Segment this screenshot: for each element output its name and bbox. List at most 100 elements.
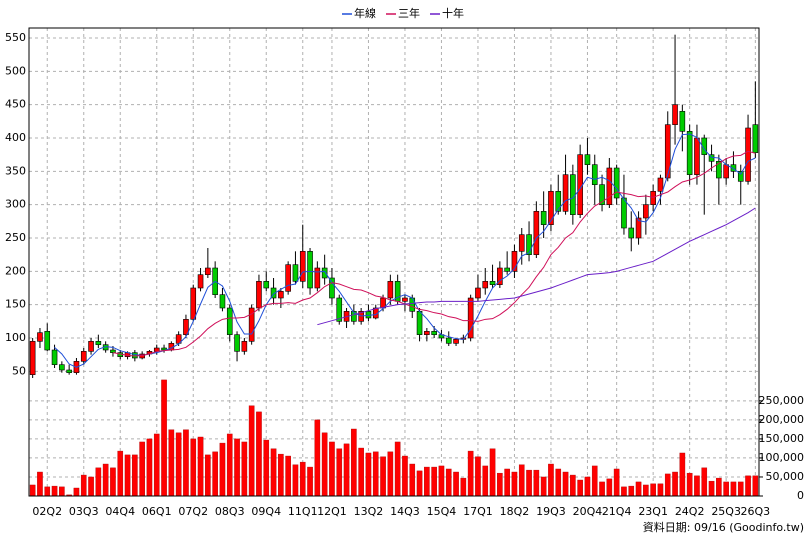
x-tick-label: 14Q3 xyxy=(390,505,420,518)
y-tick-label: 50 xyxy=(12,364,26,377)
volume-bar xyxy=(183,429,189,497)
candle-body xyxy=(650,191,656,205)
volume-bar xyxy=(555,468,562,497)
volume-bar xyxy=(467,450,474,497)
volume-bar xyxy=(745,475,751,497)
volume-bar xyxy=(212,451,218,497)
ma-line xyxy=(54,133,756,368)
volume-bar xyxy=(445,468,452,497)
candle-body xyxy=(606,167,613,205)
candle-body xyxy=(351,311,357,322)
y2-tick-label: 100,000 xyxy=(759,451,805,464)
candle-body xyxy=(416,311,423,335)
candle-body xyxy=(44,331,51,351)
x-tick-label: 13Q2 xyxy=(354,505,384,518)
candle-body xyxy=(555,191,562,212)
volume-bar xyxy=(416,470,423,497)
x-tick-label: 19Q3 xyxy=(536,505,566,518)
volume-bar xyxy=(197,436,204,497)
volume-bar xyxy=(672,471,678,497)
candle-body xyxy=(292,264,299,282)
candle-body xyxy=(570,174,576,215)
candle-body xyxy=(679,111,686,132)
candle-body xyxy=(285,264,291,292)
y-tick-label: 100 xyxy=(5,331,26,344)
plot-frame xyxy=(28,27,760,497)
volume-bar xyxy=(533,469,540,497)
volume-bar xyxy=(44,486,51,497)
volume-bar xyxy=(124,454,131,497)
volume-bar xyxy=(285,455,291,497)
volume-bar xyxy=(643,484,649,497)
volume-bar xyxy=(321,432,328,497)
candle-body xyxy=(584,154,591,165)
x-tick-label: 03Q3 xyxy=(69,505,99,518)
candle-body xyxy=(387,281,394,299)
volume-bar xyxy=(343,443,350,497)
candle-body xyxy=(613,167,620,199)
volume-bar xyxy=(504,468,510,497)
volume-bar xyxy=(548,463,554,497)
volume-bar xyxy=(475,456,481,497)
candle-body xyxy=(402,297,408,302)
x-tick-label: 21Q4 xyxy=(602,505,632,518)
volume-bar xyxy=(219,442,226,497)
volume-bar xyxy=(299,461,306,497)
candle-body xyxy=(307,251,313,289)
volume-bar xyxy=(241,441,248,497)
candle-body xyxy=(453,339,459,344)
candle-body xyxy=(263,281,270,289)
volume-bar xyxy=(117,450,124,497)
volume-bar xyxy=(497,472,503,497)
candle-body xyxy=(562,174,569,212)
candle-body xyxy=(475,287,481,299)
volume-bar xyxy=(424,466,430,497)
candle-body xyxy=(219,294,226,309)
volume-bar xyxy=(694,475,700,497)
volume-bar xyxy=(679,452,686,497)
candle-body xyxy=(628,227,635,239)
volume-bar xyxy=(686,472,693,497)
candle-body xyxy=(752,124,759,153)
volume-bar xyxy=(153,433,160,497)
candle-body xyxy=(518,234,525,252)
y-tick-label: 500 xyxy=(5,64,26,77)
candle-body xyxy=(643,204,649,219)
volume-bar xyxy=(664,473,671,497)
volume-bar xyxy=(511,471,518,497)
volume-bar xyxy=(132,454,138,497)
candle-body xyxy=(745,127,751,182)
candle-body xyxy=(234,334,240,352)
y2-tick-label: 200,000 xyxy=(759,413,805,426)
candle-body xyxy=(686,131,693,175)
x-tick-label: 23Q1 xyxy=(638,505,668,518)
candle-body xyxy=(497,267,503,285)
volume-bar xyxy=(752,475,759,497)
volume-bar xyxy=(482,465,489,497)
candle-body xyxy=(409,297,416,312)
volume-bar xyxy=(606,478,613,497)
x-tick-label: 08Q3 xyxy=(215,505,245,518)
candle-body xyxy=(190,287,197,320)
candle-body xyxy=(701,137,708,155)
volume-bar xyxy=(139,441,145,497)
x-tick-label: 20Q4 xyxy=(573,505,603,518)
volume-bar xyxy=(518,464,525,497)
y2-tick-label: 250,000 xyxy=(759,394,805,407)
volume-bar xyxy=(628,485,635,497)
candle-body xyxy=(664,124,671,179)
volume-bar xyxy=(351,428,357,497)
volume-bar xyxy=(292,464,299,497)
volume-bar xyxy=(599,481,605,497)
candle-body xyxy=(80,351,87,362)
candle-body xyxy=(66,369,72,373)
volume-bar xyxy=(270,448,277,497)
volume-bar xyxy=(168,429,175,497)
y-tick-label: 200 xyxy=(5,264,26,277)
candle-body xyxy=(226,307,233,335)
candle-body xyxy=(577,154,583,215)
volume-bar xyxy=(650,483,656,497)
volume-bar xyxy=(562,471,569,497)
volume-bar xyxy=(657,483,664,497)
y-tick-label: 400 xyxy=(5,131,26,144)
